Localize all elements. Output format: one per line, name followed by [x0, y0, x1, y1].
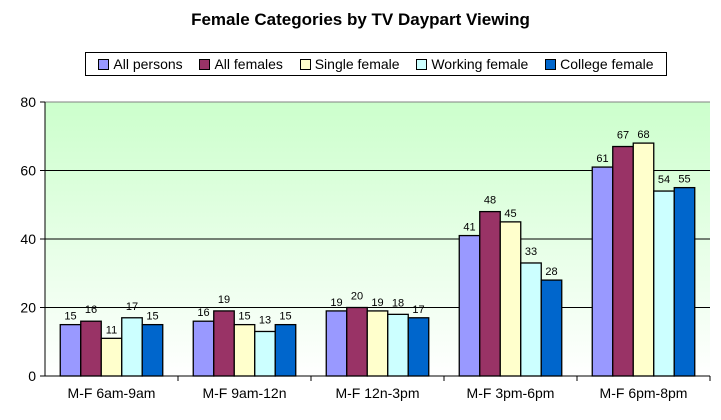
bar	[499, 221, 522, 377]
bar	[325, 310, 348, 377]
bar	[100, 337, 123, 377]
legend: All persons All females Single female Worki…	[85, 52, 667, 76]
bar	[479, 210, 501, 377]
data-label: 54	[658, 174, 670, 186]
data-label: 41	[463, 222, 475, 234]
bar	[591, 166, 614, 377]
bar	[540, 279, 563, 377]
data-label: 18	[392, 297, 404, 309]
legend-label: Working female	[431, 56, 529, 72]
legend-label: College female	[560, 56, 654, 72]
bar	[653, 190, 675, 377]
legend-item: College female	[545, 56, 654, 72]
x-tick-label: M-F 6am-9am	[68, 385, 156, 401]
bar	[59, 323, 82, 377]
legend-label: All females	[214, 56, 283, 72]
legend-swatch	[199, 58, 211, 70]
legend-item: Single female	[299, 56, 400, 72]
data-label: 15	[238, 311, 250, 323]
data-label: 16	[85, 304, 97, 316]
data-label: 28	[545, 266, 557, 278]
bar	[192, 320, 215, 377]
bar	[213, 310, 235, 377]
data-label: 17	[126, 301, 138, 313]
legend-item: Working female	[416, 56, 528, 72]
data-label: 33	[525, 246, 537, 258]
data-label: 67	[617, 130, 629, 142]
data-label: 13	[259, 314, 271, 326]
bar	[366, 310, 389, 377]
data-label: 19	[371, 297, 383, 309]
data-label: 15	[64, 311, 76, 323]
bar	[387, 313, 409, 377]
data-label: 19	[218, 294, 230, 306]
x-tick-label: M-F 3pm-6pm	[467, 385, 555, 401]
data-label: 15	[279, 311, 291, 323]
y-tick-label: 60	[20, 163, 36, 179]
y-tick-label: 20	[20, 300, 36, 316]
legend-label: Single female	[314, 56, 400, 72]
data-label: 17	[412, 304, 424, 316]
legend-swatch	[545, 58, 557, 70]
bar	[458, 234, 481, 377]
bar	[673, 186, 696, 377]
data-label: 11	[106, 324, 117, 336]
legend-swatch	[416, 58, 428, 70]
bar	[346, 306, 368, 377]
data-label: 15	[146, 311, 158, 323]
data-label: 19	[330, 297, 342, 309]
bar	[141, 323, 164, 377]
bar	[520, 262, 542, 377]
data-label: 68	[637, 129, 649, 141]
data-label: 16	[197, 307, 209, 319]
legend-item: All persons	[98, 56, 183, 72]
legend-item: All females	[199, 56, 283, 72]
bar	[254, 330, 276, 377]
x-tick-label: M-F 12n-3pm	[335, 385, 419, 401]
y-tick-label: 40	[20, 231, 36, 247]
legend-label: All persons	[113, 56, 183, 72]
data-label: 45	[504, 208, 516, 220]
y-tick-label: 0	[28, 368, 36, 384]
y-tick-label: 80	[20, 94, 36, 110]
data-label: 20	[351, 291, 363, 303]
bar	[233, 323, 256, 377]
bar	[80, 320, 102, 377]
data-label: 48	[484, 195, 496, 207]
bar	[121, 317, 143, 377]
legend-swatch	[98, 58, 110, 70]
data-label: 55	[678, 174, 690, 186]
chart-title: Female Categories by TV Daypart Viewing	[191, 10, 530, 29]
bar	[407, 317, 430, 377]
x-tick-label: M-F 9am-12n	[202, 385, 286, 401]
bar	[612, 145, 634, 377]
data-label: 61	[596, 153, 608, 165]
legend-swatch	[299, 58, 311, 70]
bar	[274, 323, 297, 377]
bar	[632, 142, 655, 377]
x-tick-label: M-F 6pm-8pm	[600, 385, 688, 401]
